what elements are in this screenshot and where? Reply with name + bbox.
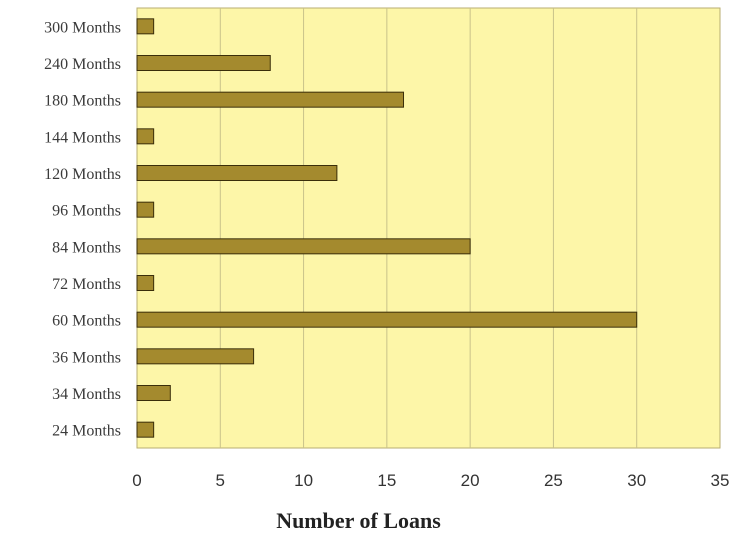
x-tick-label: 5: [216, 471, 225, 490]
x-axis-title: Number of Loans: [276, 508, 441, 533]
x-tick-label: 10: [294, 471, 313, 490]
bar: [136, 201, 155, 218]
category-label: 96 Months: [52, 203, 121, 220]
bar: [136, 128, 155, 145]
category-label: 24 Months: [52, 423, 121, 440]
category-label: 72 Months: [52, 276, 121, 293]
category-label: 84 Months: [52, 239, 121, 256]
category-label: 300 Months: [44, 19, 121, 36]
category-label: 240 Months: [44, 56, 121, 73]
category-label: 180 Months: [44, 93, 121, 110]
plot-area: [136, 7, 721, 449]
x-tick-labels: 0 5 10 15 20 25 30 35: [132, 471, 729, 490]
category-label: 144 Months: [44, 129, 121, 146]
bar: [136, 385, 171, 401]
bar: [136, 348, 255, 365]
x-tick-label: 35: [711, 471, 730, 490]
x-tick-label: 30: [627, 471, 646, 490]
bar: [136, 55, 271, 71]
x-tick-label: 0: [132, 471, 141, 490]
bars: [136, 18, 638, 438]
gridlines: [219, 8, 638, 448]
bar: [136, 275, 155, 291]
bar: [136, 18, 155, 35]
category-label: 120 Months: [44, 166, 121, 183]
x-tick-label: 20: [461, 471, 480, 490]
category-label: 60 Months: [52, 313, 121, 330]
bar: [136, 165, 338, 181]
category-labels: 24 Months 34 Months 36 Months 60 Months 72 M…: [44, 19, 121, 439]
bar: [136, 238, 471, 255]
x-tick-label: 25: [544, 471, 563, 490]
bar: [136, 421, 155, 438]
bar: [136, 91, 405, 108]
x-tick-label: 15: [377, 471, 396, 490]
category-label: 36 Months: [52, 349, 121, 366]
bar: [136, 311, 638, 328]
category-label: 34 Months: [52, 386, 121, 403]
